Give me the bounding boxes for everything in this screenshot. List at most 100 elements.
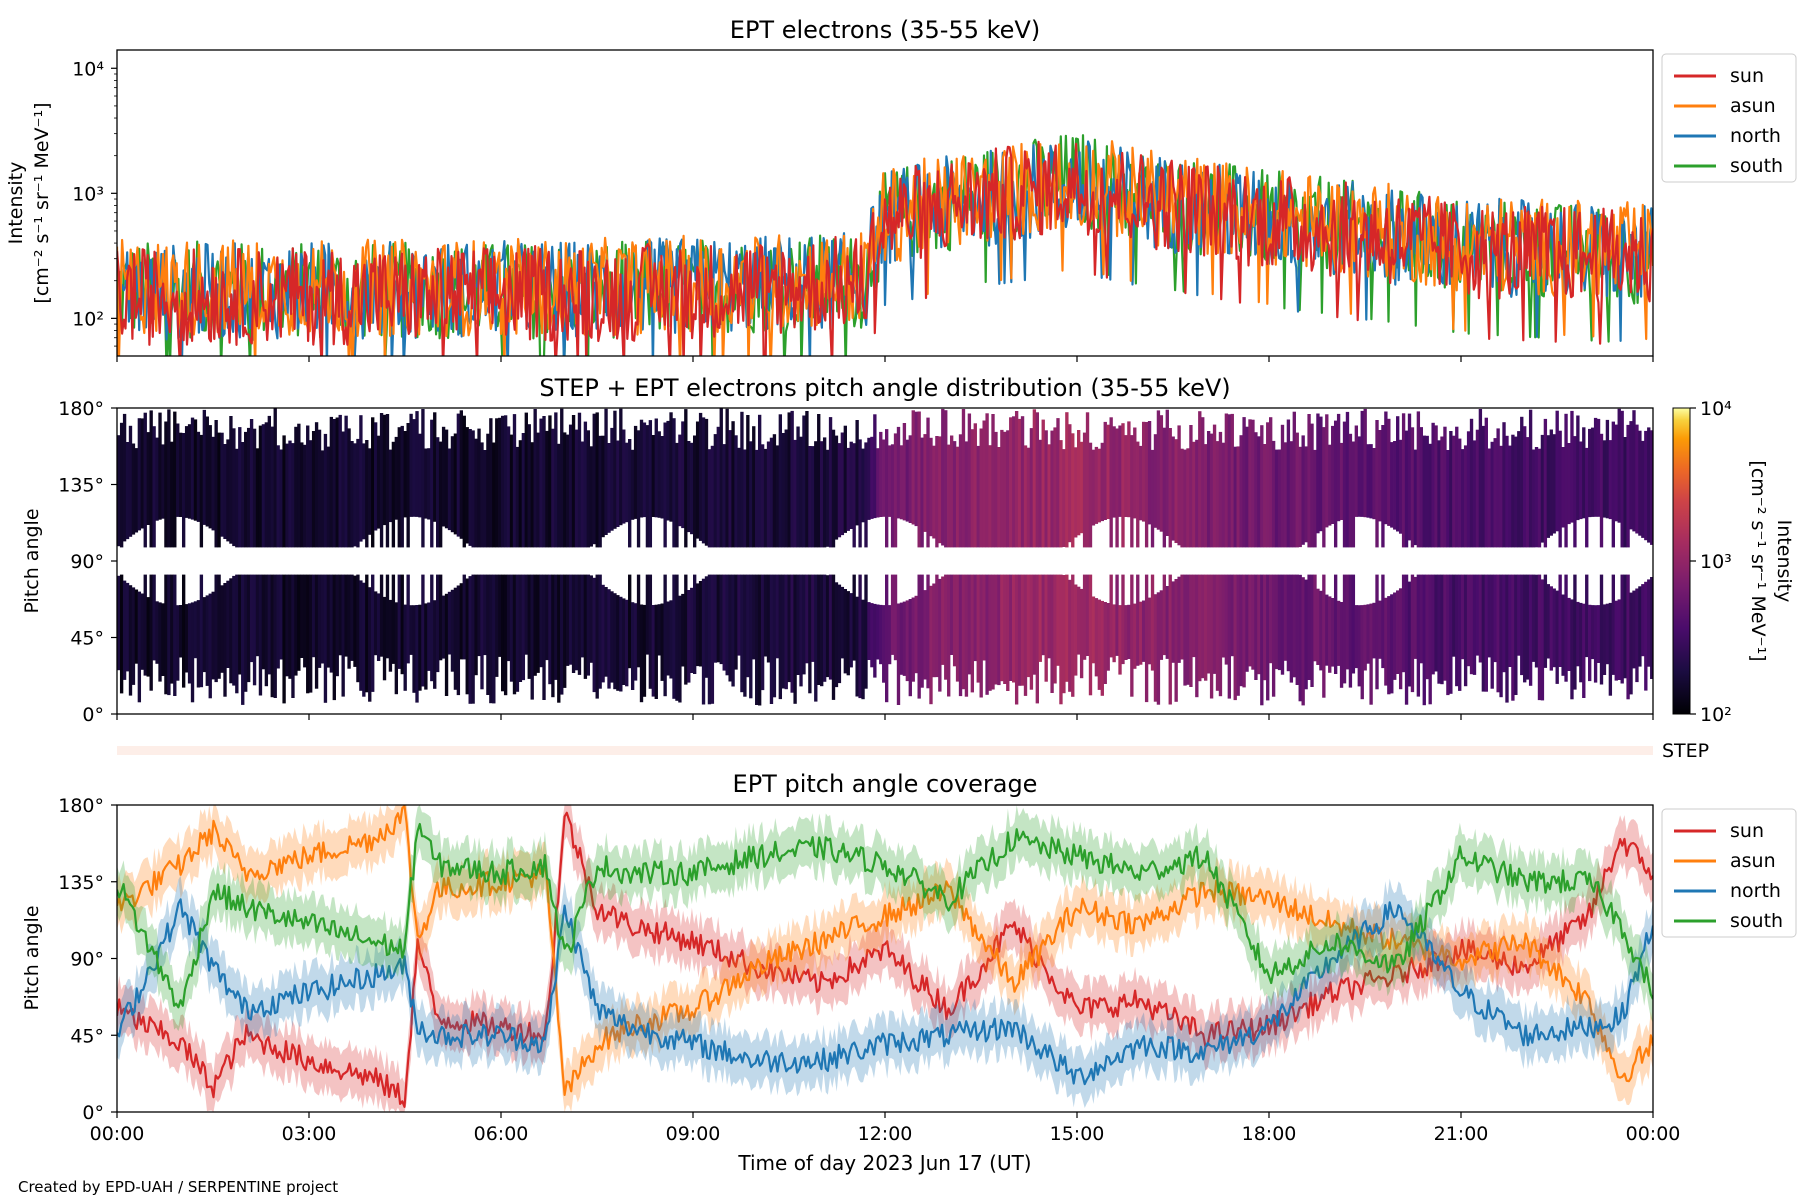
pad-cell (793, 439, 797, 548)
pad-cell (515, 446, 520, 548)
pad-cell (947, 444, 951, 548)
pad-cell (725, 574, 729, 676)
pad-cell (208, 425, 212, 529)
pad-cell (246, 574, 251, 683)
pad-cell (317, 574, 322, 668)
pad-cell (577, 574, 582, 675)
pad-cell (373, 422, 378, 531)
pad-cell (1144, 574, 1149, 703)
pad-cell (1331, 598, 1335, 667)
pad-cell (382, 414, 387, 526)
pad-cell (205, 416, 209, 527)
pad-cell (1071, 433, 1075, 548)
pad-cell (1239, 435, 1243, 548)
pad-cell (669, 600, 673, 679)
pad-cell (1410, 574, 1415, 693)
pad-cell (320, 450, 325, 548)
intensity-panel: EPT electrons (35-55 keV) 10² 10³ 10⁴ Inte… (5, 16, 1797, 362)
pad-cell (1398, 439, 1403, 534)
pad-cell (1517, 431, 1521, 548)
pad-cell (1310, 423, 1314, 548)
pad-cell (1363, 604, 1367, 671)
pad-cell (430, 574, 434, 682)
pad-cell (291, 443, 295, 548)
pad-cell (1304, 579, 1308, 690)
pad-cell (270, 574, 274, 698)
pad-cell (244, 431, 248, 548)
pad-cell (1009, 574, 1013, 681)
pad-cell (678, 434, 682, 527)
pad-cell (752, 426, 756, 548)
pad-cell (462, 574, 466, 660)
pad-cell (385, 414, 390, 548)
pad-cell (279, 574, 283, 660)
pad-cell (146, 432, 150, 525)
pad-cell (335, 417, 339, 548)
pad-cell (790, 410, 794, 548)
pad-cell (125, 582, 130, 672)
pad-cell (1127, 604, 1131, 659)
pad-cell (1528, 574, 1533, 686)
pad-cell (1307, 414, 1311, 548)
pad-cell (309, 574, 313, 693)
pad-cell (356, 574, 360, 683)
pad-cell (749, 441, 753, 548)
pad-cell (1165, 409, 1169, 536)
pad-cell (241, 442, 245, 548)
pad-cell (1141, 421, 1146, 522)
pad-cell (311, 574, 316, 658)
pad-cell (542, 416, 546, 548)
pad-cell (1180, 448, 1184, 548)
pad-cell (1150, 574, 1155, 671)
pad-cell (1183, 449, 1187, 548)
pad-cell (371, 574, 375, 692)
pad-cell (512, 574, 517, 695)
pad-cell (140, 593, 144, 670)
pad-cell (814, 574, 818, 702)
pad-cell (1204, 574, 1208, 681)
pad-cell (666, 601, 670, 676)
pad-cell (1564, 413, 1568, 548)
pad-cell (1617, 408, 1621, 523)
pad-cell (1103, 602, 1107, 684)
pad-cell (722, 574, 726, 671)
pad-cell (1204, 444, 1208, 548)
pad-cell (1277, 574, 1282, 671)
pad-cell (400, 425, 404, 548)
pad-cell (551, 574, 555, 698)
pad-cell (521, 574, 526, 681)
pad-cell (1348, 433, 1353, 548)
pad-cell (1384, 411, 1388, 525)
pad-cell (820, 441, 824, 548)
pad-cell (196, 600, 201, 688)
pad-cell (1162, 574, 1167, 656)
pad-cell (489, 574, 493, 704)
pad-cell (654, 604, 658, 699)
pad-cell (568, 424, 573, 548)
pad-cell (273, 408, 277, 548)
pad-cell (223, 583, 227, 697)
pad-cell (518, 574, 523, 682)
pad-cell (704, 576, 709, 678)
pad-cell (128, 585, 133, 696)
pad-cell (905, 439, 910, 522)
pad-cell (1328, 596, 1332, 673)
pad-cell (441, 595, 446, 659)
panel1-xaxis (116, 356, 1654, 362)
pad-cell (1077, 586, 1081, 655)
pad-cell (639, 604, 644, 703)
pad-cell (1487, 448, 1491, 548)
pad-cell (335, 574, 339, 677)
pad-cell (125, 442, 130, 540)
pad-cell (619, 408, 623, 526)
pad-cell (122, 413, 127, 542)
pad-cell (1059, 574, 1063, 705)
pad-cell (1000, 574, 1004, 682)
pad-cell (843, 589, 847, 674)
pad-cell (1345, 411, 1350, 548)
pad-cell (690, 587, 694, 673)
pad-cell (663, 422, 667, 548)
pad-cell (1543, 418, 1548, 548)
pad-cell (991, 414, 995, 548)
pad-cell (1313, 574, 1317, 662)
